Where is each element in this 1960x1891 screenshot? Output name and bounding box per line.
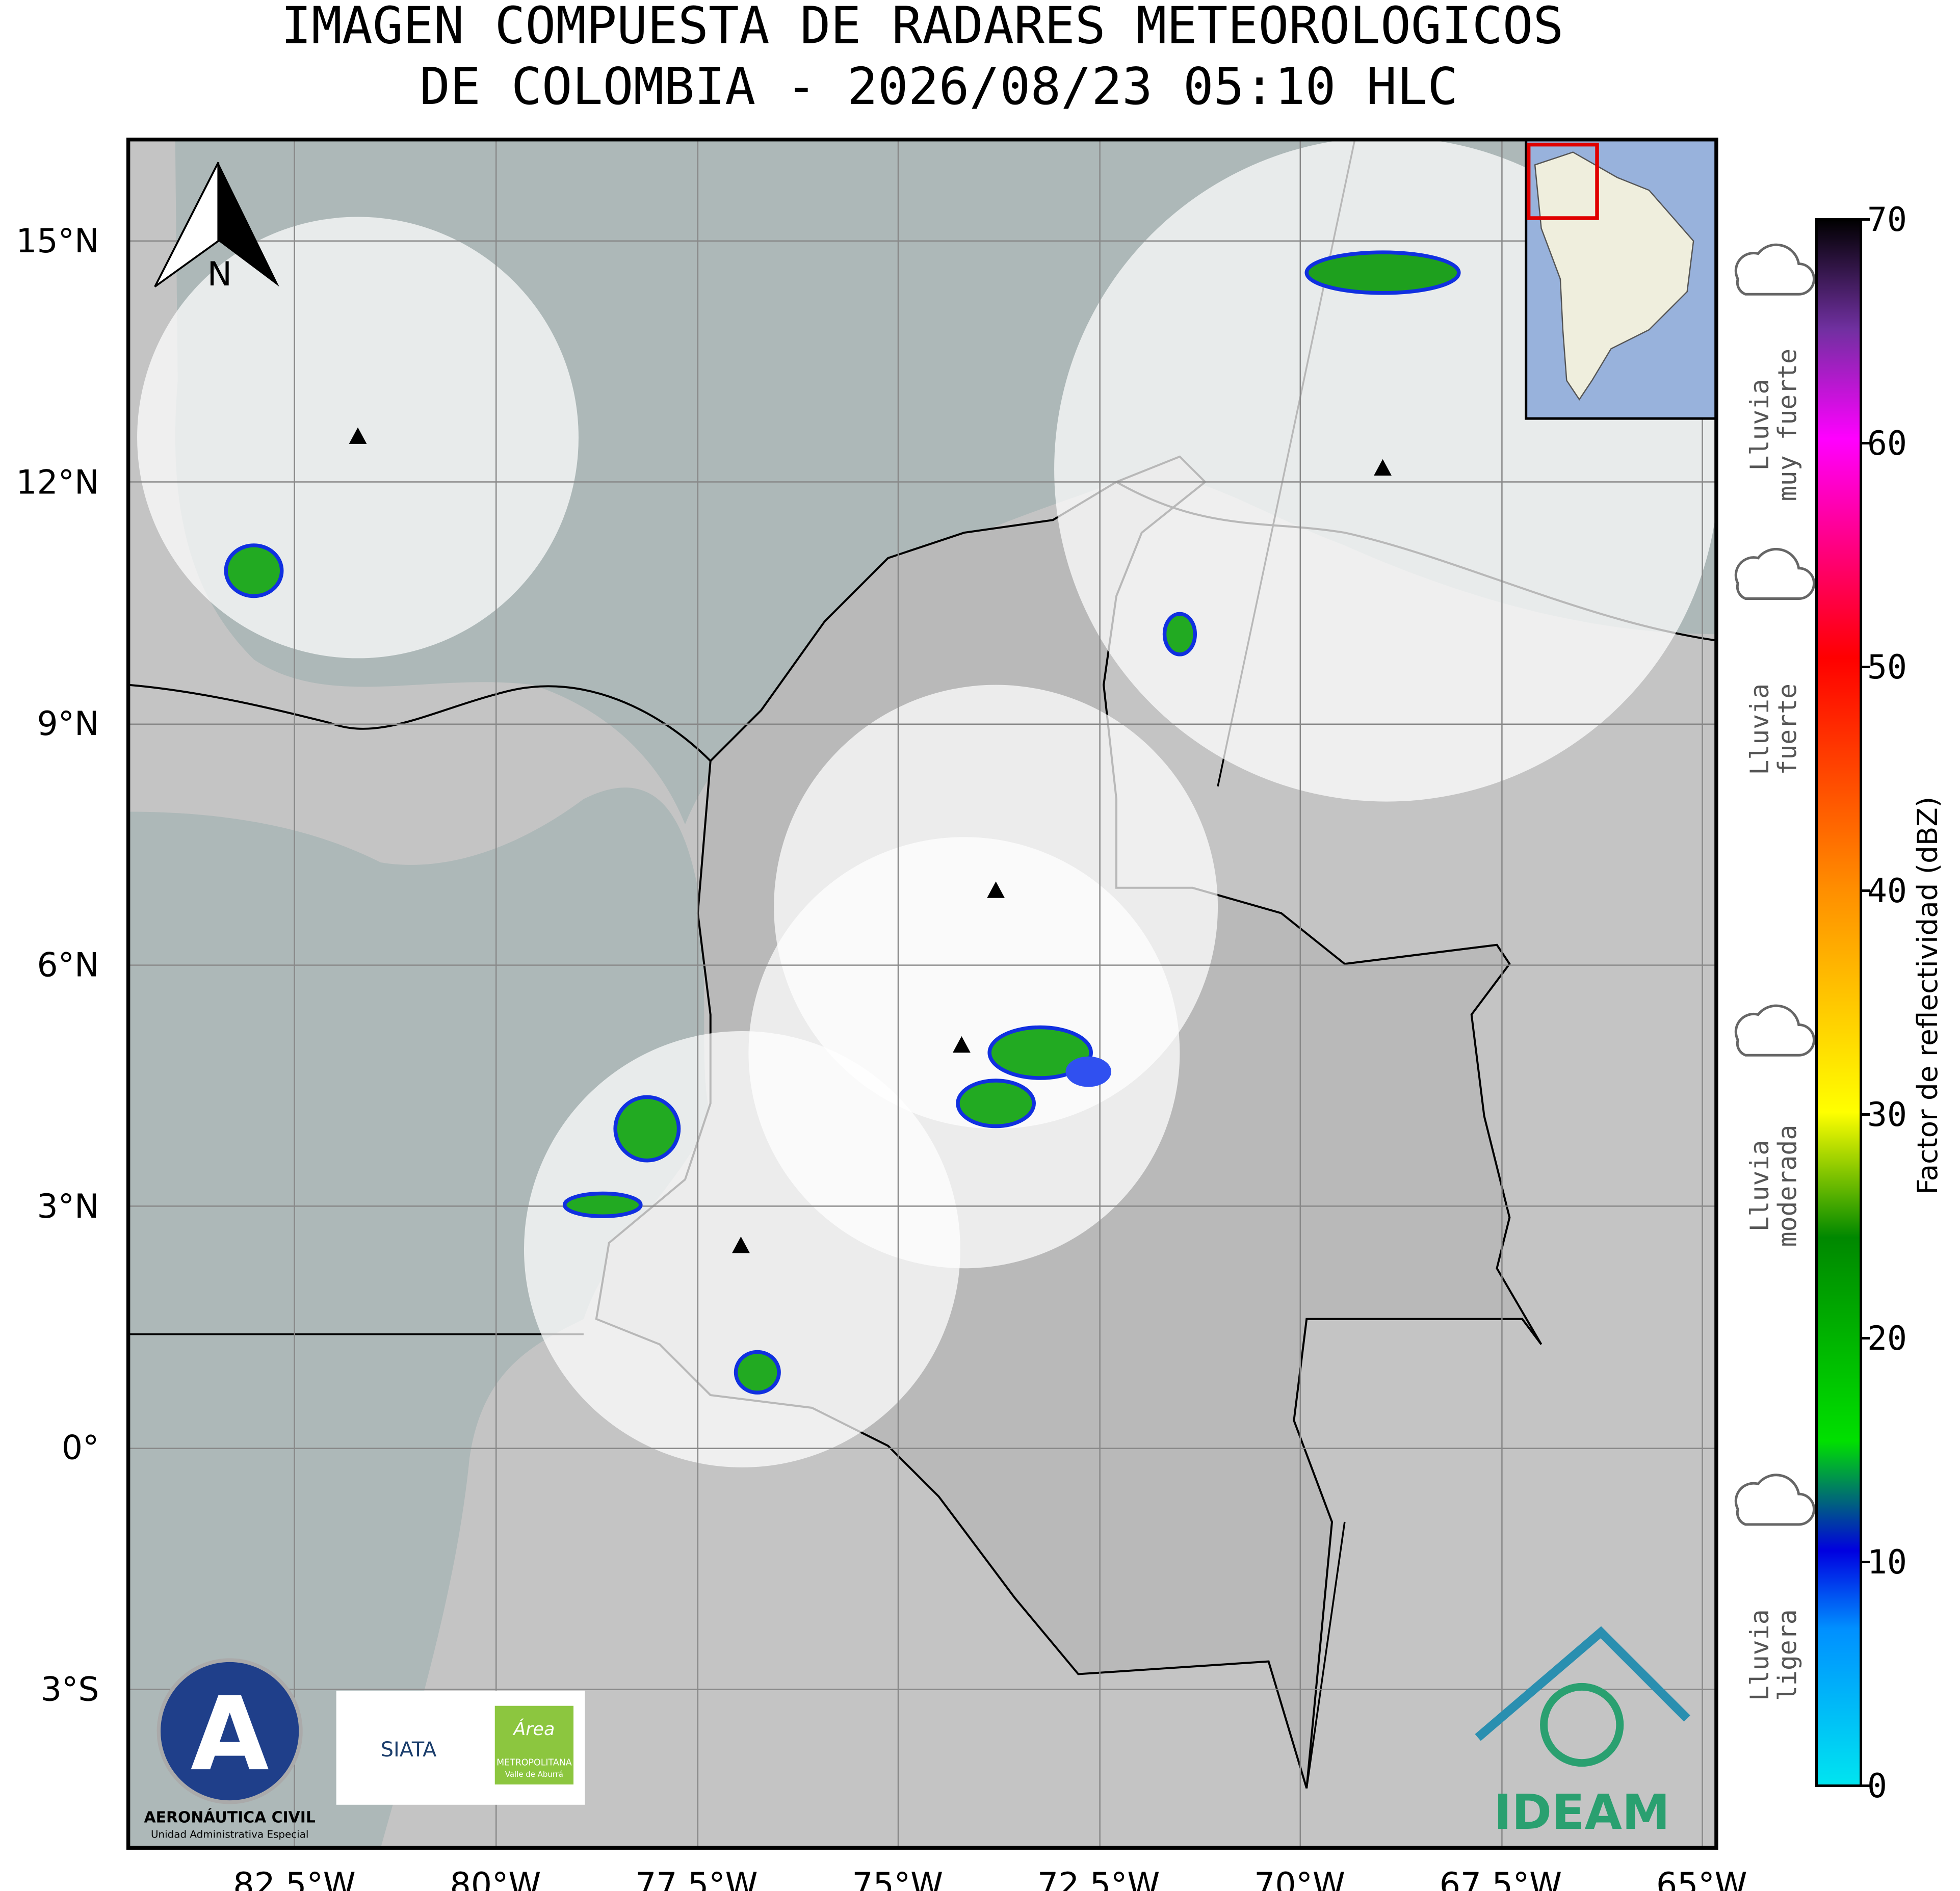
colorbar-ticks: 0 10 20 30 40 50 60 70 <box>1861 201 1907 1805</box>
rain-level-label: Lluvia <box>1745 379 1774 471</box>
colorbar-tick-label: 0 <box>1867 1767 1887 1805</box>
longitude-label: 80°W <box>450 1866 541 1891</box>
title-line-1: IMAGEN COMPUESTA DE RADARES METEOROLOGIC… <box>281 0 1563 56</box>
longitude-label: 72.5°W <box>1037 1866 1160 1891</box>
rain-icon <box>1734 243 1815 296</box>
colorbar <box>1815 218 1863 1787</box>
rain-level-label: fuerte <box>1773 684 1802 775</box>
rain-icon <box>1734 547 1815 600</box>
map: N A AERONÁUTICA CIVIL Unidad Administrat… <box>128 139 1716 1848</box>
longitude-label: 77.5°W <box>635 1866 757 1891</box>
longitude-labels: 82.5°W 80°W 77.5°W 75°W 72.5°W 70°W 67.5°W 65°W <box>233 1866 1747 1891</box>
rain-level-label: moderada <box>1773 1125 1802 1247</box>
pacific-ocean <box>128 787 711 1848</box>
north-label: N <box>207 255 232 294</box>
latitude-label: 3°S <box>41 1670 99 1709</box>
colorbar-label: Factor de reflectividad (dBZ) <box>1911 797 1944 1195</box>
aerocivil-subtitle: Unidad Administrativa Especial <box>151 1828 308 1840</box>
radar-sites <box>349 427 1392 1253</box>
longitude-label: 67.5°W <box>1440 1866 1562 1891</box>
area-valle: Valle de Aburrá <box>505 1770 563 1779</box>
rain-level-label: ligera <box>1773 1609 1802 1701</box>
colorbar-tick-label: 70 <box>1867 201 1907 239</box>
longitude-label: 65°W <box>1656 1866 1747 1891</box>
graticule <box>128 139 1716 1848</box>
radar-echoes <box>224 250 1461 1395</box>
colorbar-tick-label: 60 <box>1867 425 1907 463</box>
rain-level-label: muy fuerte <box>1773 349 1802 502</box>
map-frame <box>126 137 1718 1850</box>
latitude-label: 15°N <box>16 222 99 260</box>
area-logo: Área <box>512 1718 555 1740</box>
rain-level-label: Lluvia <box>1745 1609 1774 1701</box>
latitude-label: 9°N <box>37 705 99 743</box>
longitude-label: 82.5°W <box>233 1866 355 1891</box>
rain-icon <box>1734 1004 1815 1057</box>
rain-icon <box>1734 1474 1815 1526</box>
latitude-label: 6°N <box>37 947 99 985</box>
siata-logo: SIATA <box>381 1738 437 1762</box>
rain-level-label: Lluvia <box>1745 1140 1774 1232</box>
svg-text:A: A <box>191 1675 269 1793</box>
aerocivil-name: AERONÁUTICA CIVIL <box>144 1808 316 1827</box>
longitude-label: 75°W <box>852 1866 943 1891</box>
latitude-label: 3°N <box>37 1188 99 1226</box>
central-america-coast <box>128 684 712 762</box>
inset-map <box>1525 139 1716 420</box>
colorbar-tick-label: 30 <box>1867 1096 1907 1134</box>
latitude-labels: 15°N 12°N 9°N 6°N 3°N 0° 3°S <box>16 222 99 1709</box>
logos: A AERONÁUTICA CIVIL Unidad Administrativ… <box>144 1626 1690 1841</box>
colorbar-tick-label: 40 <box>1867 872 1907 910</box>
ideam-logo: IDEAM <box>1494 1784 1670 1841</box>
rain-level-label: Lluvia <box>1745 684 1774 775</box>
title-line-2: DE COLOMBIA - 2026/08/23 05:10 HLC <box>420 58 1458 116</box>
longitude-label: 70°W <box>1254 1866 1345 1891</box>
colorbar-tick-label: 20 <box>1867 1320 1907 1358</box>
colorbar-tick-label: 10 <box>1867 1543 1907 1582</box>
latitude-label: 12°N <box>16 464 99 502</box>
colorbar-tick-label: 50 <box>1867 648 1907 687</box>
area-metropolitana: METROPOLITANA <box>496 1758 572 1768</box>
latitude-label: 0° <box>62 1429 99 1467</box>
